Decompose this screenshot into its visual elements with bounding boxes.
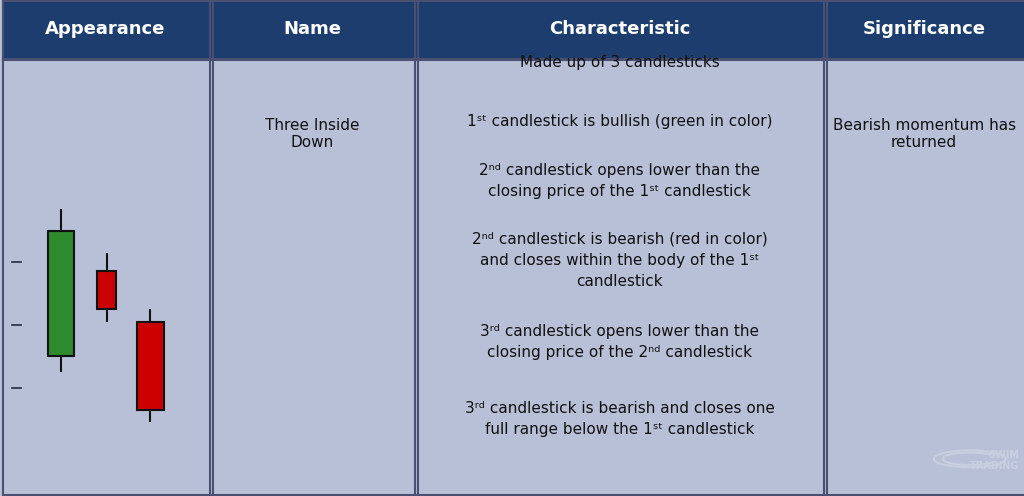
- Text: Characteristic: Characteristic: [549, 20, 690, 38]
- Text: 3ʳᵈ candlestick is bearish and closes one
full range below the 1ˢᵗ candlestick: 3ʳᵈ candlestick is bearish and closes on…: [465, 401, 774, 437]
- FancyBboxPatch shape: [213, 1, 418, 59]
- FancyBboxPatch shape: [418, 60, 827, 495]
- Text: 2ⁿᵈ candlestick is bearish (red in color)
and closes within the body of the 1ˢᵗ
: 2ⁿᵈ candlestick is bearish (red in color…: [472, 232, 767, 289]
- Text: Bearish momentum has
returned: Bearish momentum has returned: [833, 118, 1016, 150]
- FancyBboxPatch shape: [3, 1, 1021, 495]
- Text: Made up of 3 candlesticks: Made up of 3 candlesticks: [519, 55, 720, 69]
- Text: 2ⁿᵈ candlestick opens lower than the
closing price of the 1ˢᵗ candlestick: 2ⁿᵈ candlestick opens lower than the clo…: [479, 163, 760, 199]
- FancyBboxPatch shape: [3, 60, 213, 495]
- Bar: [97, 271, 116, 309]
- FancyBboxPatch shape: [827, 1, 1024, 59]
- FancyBboxPatch shape: [213, 60, 418, 495]
- Bar: [137, 322, 164, 410]
- Text: Name: Name: [284, 20, 341, 38]
- FancyBboxPatch shape: [418, 1, 827, 59]
- FancyBboxPatch shape: [3, 1, 213, 59]
- Bar: [48, 231, 75, 356]
- FancyBboxPatch shape: [827, 60, 1024, 495]
- Text: 3ʳᵈ candlestick opens lower than the
closing price of the 2ⁿᵈ candlestick: 3ʳᵈ candlestick opens lower than the clo…: [480, 324, 759, 360]
- Text: SWIM
TRADING: SWIM TRADING: [970, 449, 1019, 471]
- Text: 1ˢᵗ candlestick is bullish (green in color): 1ˢᵗ candlestick is bullish (green in col…: [467, 114, 772, 129]
- Text: Significance: Significance: [862, 20, 986, 38]
- Text: Three Inside
Down: Three Inside Down: [265, 118, 359, 150]
- Text: Appearance: Appearance: [45, 20, 165, 38]
